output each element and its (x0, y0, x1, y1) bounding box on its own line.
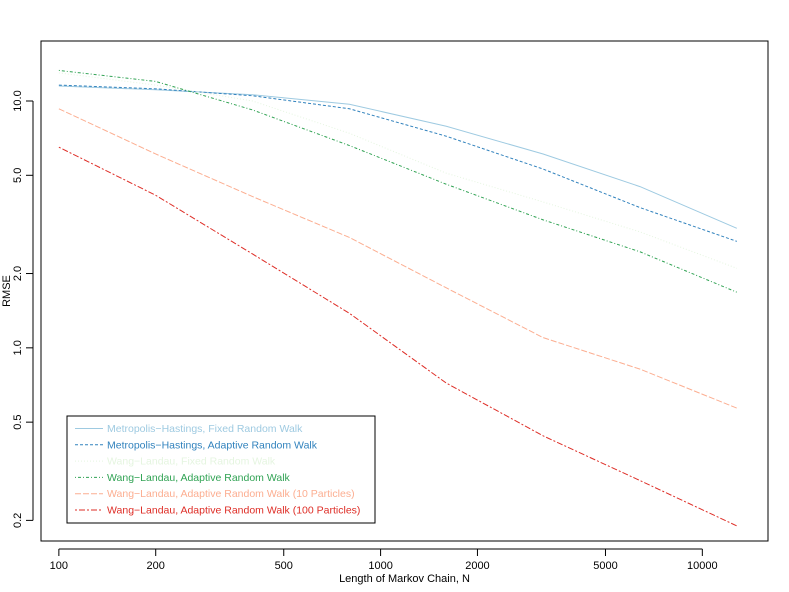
legend: Metropolis−Hastings, Fixed Random Walk Me… (66, 415, 376, 524)
x-tick-label: 5000 (593, 560, 617, 572)
x-axis-title: Length of Markov Chain, N (339, 573, 470, 585)
legend-box (66, 415, 376, 524)
y-tick-label: 2.0 (12, 266, 24, 281)
x-tick-label: 500 (275, 560, 293, 572)
y-tick-label: 0.5 (12, 414, 24, 429)
y-tick-label: 0.2 (12, 513, 24, 528)
y-axis: 0.2 0.5 1.0 2.0 5.0 10.0 (12, 90, 34, 528)
series-line-2 (58, 84, 737, 242)
series-line-3 (58, 72, 737, 269)
y-axis-title: RMSE (1, 275, 13, 307)
series-line-6 (58, 146, 738, 527)
x-tick-label: 10000 (687, 560, 718, 572)
legend-label-1: Metropolis−Hastings, Fixed Random Walk (107, 423, 303, 435)
series-line-5 (58, 108, 738, 409)
series-line-4 (58, 69, 738, 293)
series-layer (58, 69, 738, 527)
legend-label-2: Metropolis−Hastings, Adaptive Random Wal… (107, 439, 318, 451)
y-tick-label: 1.0 (12, 340, 24, 355)
y-tick-label: 5.0 (12, 168, 24, 183)
legend-label-5: Wang−Landau, Adaptive Random Walk (10 Pa… (107, 488, 355, 500)
legend-label-3: Wang−Landau, Fixed Random Walk (107, 456, 276, 468)
x-tick-label: 1000 (368, 560, 392, 572)
y-tick-label: 10.0 (12, 90, 24, 111)
legend-label-6: Wang−Landau, Adaptive Random Walk (100 P… (107, 505, 360, 517)
x-tick-label: 200 (147, 560, 165, 572)
x-axis: 100 200 500 1000 2000 5000 10000 (50, 548, 718, 572)
plot-frame (40, 40, 769, 542)
x-tick-label: 100 (50, 560, 68, 572)
x-tick-label: 2000 (465, 560, 489, 572)
legend-label-4: Wang−Landau, Adaptive Random Walk (107, 472, 291, 484)
series-line-1 (58, 85, 738, 229)
